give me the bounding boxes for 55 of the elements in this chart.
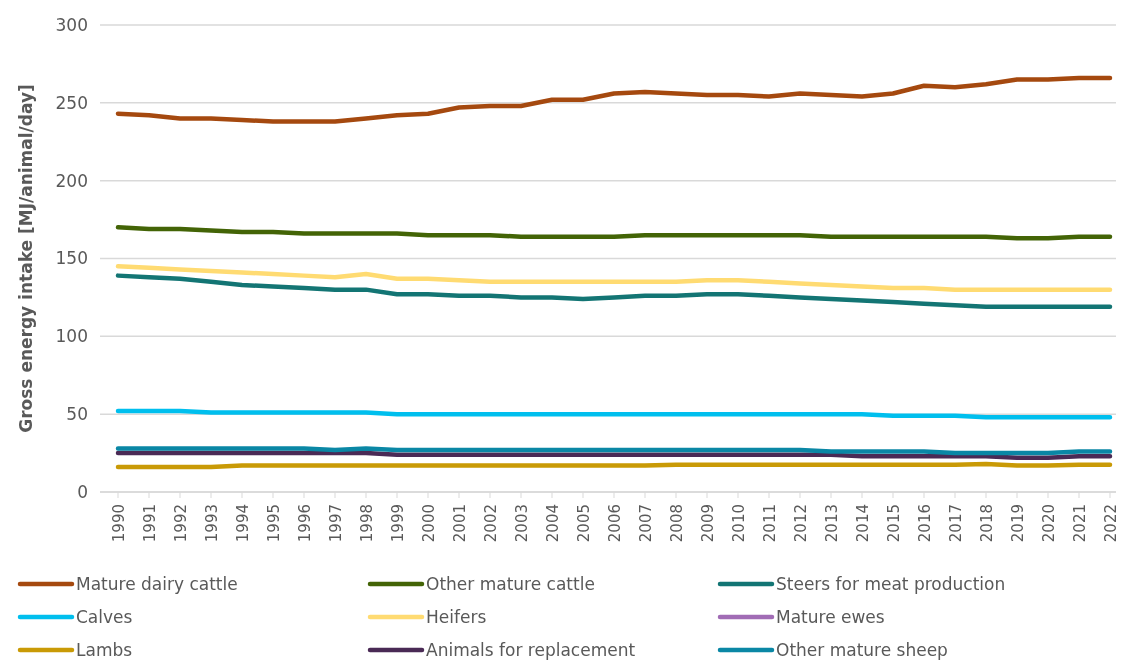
x-tick-label: 2013 (823, 504, 841, 543)
x-tick-label: 1990 (110, 504, 128, 543)
legend-label: Mature dairy cattle (76, 573, 238, 594)
x-tick-label: 2001 (451, 504, 469, 543)
y-tick-label: 100 (55, 326, 88, 347)
x-tick-label: 1995 (265, 504, 283, 543)
x-tick-label: 2011 (761, 504, 779, 543)
line-series (115, 408, 1113, 420)
x-tick-label: 2006 (606, 504, 624, 543)
x-tick-label: 2007 (637, 504, 655, 543)
x-tick-label: 2016 (916, 504, 934, 543)
x-tick-label: 1991 (141, 504, 159, 543)
x-tick-label: 2017 (947, 504, 965, 543)
legend-label: Other mature cattle (426, 573, 595, 594)
x-tick-label: 1996 (296, 504, 314, 543)
legend-label: Lambs (76, 639, 133, 660)
x-tick-label: 2000 (420, 504, 438, 543)
y-tick-label: 250 (55, 92, 88, 113)
x-tick-label: 2015 (885, 504, 903, 543)
x-tick-label: 1998 (358, 504, 376, 543)
y-tick-label: 0 (77, 481, 88, 502)
y-tick-label: 200 (55, 170, 88, 191)
x-tick-label: 2003 (513, 504, 531, 543)
legend-label: Other mature sheep (776, 639, 948, 660)
x-tick-label: 1994 (234, 504, 252, 543)
line-series (115, 273, 1113, 310)
y-tick-label: 300 (55, 14, 88, 35)
x-tick-label: 1992 (172, 504, 190, 543)
x-tick-label: 1993 (203, 504, 221, 543)
line-series (115, 264, 1113, 292)
line-series (115, 75, 1113, 124)
x-tick-label: 1997 (327, 504, 345, 543)
x-tick-label: 2020 (1040, 504, 1058, 543)
line-series (115, 225, 1113, 241)
y-tick-label: 150 (55, 248, 88, 269)
x-tick-label: 2004 (544, 504, 562, 543)
x-tick-label: 2019 (1009, 504, 1027, 543)
legend-label: Heifers (426, 606, 487, 627)
x-tick-label: 1999 (389, 504, 407, 543)
x-tick-label: 2005 (575, 504, 593, 543)
x-tick-label: 2002 (482, 504, 500, 543)
x-tick-label: 2009 (699, 504, 717, 543)
legend-label: Animals for replacement (426, 639, 636, 660)
x-tick-label: 2012 (792, 504, 810, 543)
y-axis-title: Gross energy intake [MJ/animal/day] (16, 84, 36, 433)
x-tick-label: 2021 (1071, 504, 1089, 543)
x-tick-label: 2018 (978, 504, 996, 543)
x-tick-label: 2014 (854, 504, 872, 543)
legend-label: Steers for meat production (776, 573, 1006, 594)
x-tick-label: 2022 (1102, 504, 1120, 543)
y-tick-label: 50 (66, 404, 88, 425)
x-tick-label: 2008 (668, 504, 686, 543)
legend-label: Calves (76, 606, 133, 627)
legend-label: Mature ewes (776, 606, 885, 627)
x-tick-label: 2010 (730, 504, 748, 543)
